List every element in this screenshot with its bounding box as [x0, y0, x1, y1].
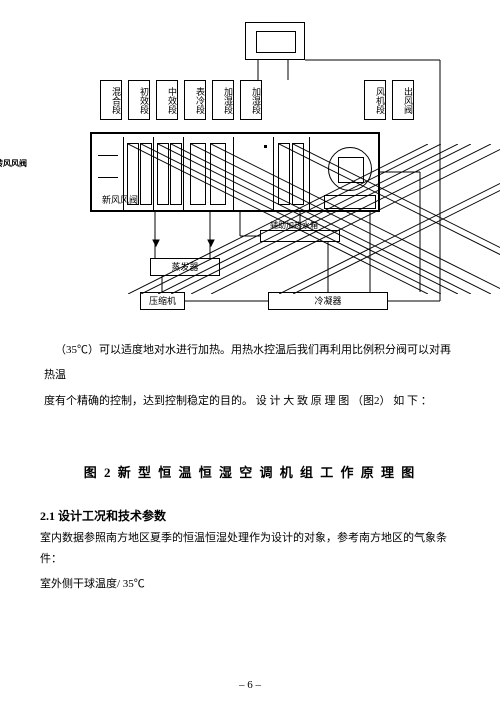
cooling-tower-icon [245, 22, 305, 60]
sec-label: 加湿段 [212, 80, 234, 120]
sec-label: 风机段 [364, 80, 386, 120]
paragraph-b: 室外侧干球温度/ 35℃ [40, 574, 460, 595]
section-heading: 2.1 设计工况和技术参数 [40, 507, 460, 524]
fan-icon [328, 147, 372, 191]
fresh-air-damper-label: 转风风阀 [0, 158, 27, 169]
sec-label: 加湿段 [240, 80, 262, 120]
unit-inner-label: 新风风阀 [102, 193, 138, 206]
body-line-2: 度有个精确的控制，达到控制稳定的目的。 设 计 大 致 原 理 图 （图2） 如… [44, 395, 432, 407]
condenser-box: 冷凝器 [268, 292, 388, 310]
page-number: – 6 – [0, 679, 500, 691]
figure-caption: 图 2 新 型 恒 温 恒 湿 空 调 机 组 工 作 原 理 图 [40, 462, 460, 481]
compressor-box: 压缩机 [140, 292, 185, 310]
aux-heater-tank [260, 230, 340, 242]
sec-label: 表冷段 [184, 80, 206, 120]
principle-diagram: 混合段 初效段 中效段 表冷段 加湿段 加湿段 风机段 出风阀 转风风阀 [40, 20, 460, 330]
sec-label: 初效段 [128, 80, 150, 120]
paragraph-a: 室内数据参照南方地区夏季的恒温恒湿处理作为设计的对象，参考南方地区的气象条件： [40, 528, 460, 570]
evaporator-box: 蒸发器 [150, 258, 220, 276]
section-labels-row: 混合段 初效段 中效段 表冷段 加湿段 加湿段 风机段 出风阀 [100, 80, 440, 120]
sec-label: 中效段 [156, 80, 178, 120]
sec-label: 出风阀 [392, 80, 414, 120]
ahu-unit-box: 新风风阀 [90, 132, 380, 212]
body-paragraph: （35℃）可以适度地对水进行加热。用热水控温后我们再利用比例积分阀可以对再热温 … [40, 338, 460, 414]
sec-label: 混合段 [100, 80, 122, 120]
body-line-1: （35℃）可以适度地对水进行加热。用热水控温后我们再利用比例积分阀可以对再热温 [44, 344, 451, 381]
